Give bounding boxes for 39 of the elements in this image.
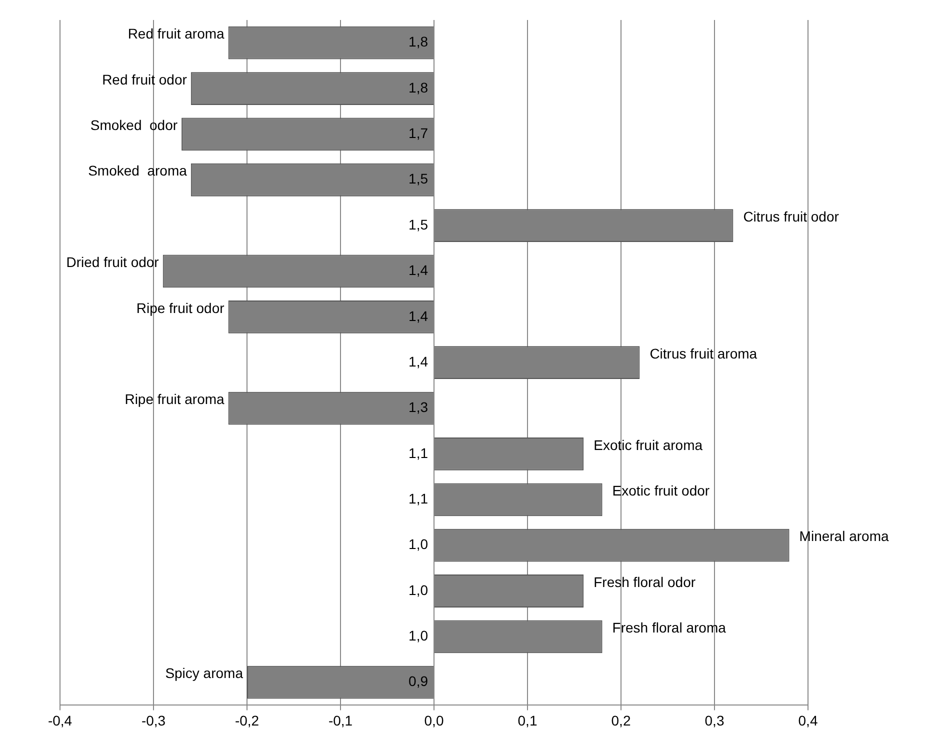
y-tick-label: Exotic fruit aroma — [594, 436, 703, 453]
annotation: 1,0 — [408, 628, 428, 644]
y-tick-label: Fresh floral aroma — [612, 620, 726, 636]
annotation: 1,4 — [408, 308, 428, 324]
y-tick-label: Smoked odor — [90, 117, 178, 134]
annotation: 1,1 — [408, 444, 428, 461]
annotation: 1,5 — [408, 216, 428, 232]
y-tick-label: Citrus fruit odor — [743, 208, 840, 224]
annotation: 1,4 — [408, 353, 428, 370]
x-tick-label: -0,4 — [48, 712, 72, 728]
annotation: 1,0 — [408, 536, 428, 552]
y-tick-label: Ripe fruit aroma — [124, 391, 225, 408]
x-tick-label: 0,3 — [704, 712, 724, 728]
annotation: 1,8 — [408, 34, 428, 50]
y-tick-label: Spicy aroma — [165, 665, 244, 682]
y-tick-label: Citrus fruit aroma — [650, 345, 758, 362]
y-tick-label: Ripe fruit odor — [136, 300, 225, 316]
x-tick-label: -0,2 — [234, 712, 260, 728]
annotation: 1,7 — [408, 125, 428, 142]
annotation: 0,9 — [408, 673, 428, 690]
annotation: 1,1 — [408, 490, 428, 506]
y-tick-label: Exotic fruit odor — [612, 482, 710, 498]
x-tick-label: -0,1 — [328, 712, 353, 728]
y-tick-label: Fresh floral odor — [594, 574, 696, 590]
y-tick-label: Smoked aroma — [88, 162, 188, 179]
x-tick-label: 0,4 — [798, 712, 818, 728]
x-tick-label: 0,0 — [424, 712, 444, 728]
x-tick-label: 0,2 — [611, 712, 631, 728]
y-tick-label: Dried fruit odor — [66, 254, 160, 270]
x-tick-label: 0,1 — [518, 712, 538, 728]
annotation: 1,4 — [408, 262, 428, 278]
y-tick-label: Mineral aroma — [799, 528, 889, 544]
y-tick-label: Red fruit odor — [102, 71, 188, 88]
annotation: 1,3 — [408, 399, 428, 416]
x-tick-label: -0,3 — [141, 712, 166, 728]
annotation: 1,8 — [408, 79, 428, 96]
annotation: 1,0 — [408, 582, 428, 598]
annotation: 1,5 — [408, 170, 428, 187]
y-tick-label: Red fruit aroma — [128, 26, 225, 42]
